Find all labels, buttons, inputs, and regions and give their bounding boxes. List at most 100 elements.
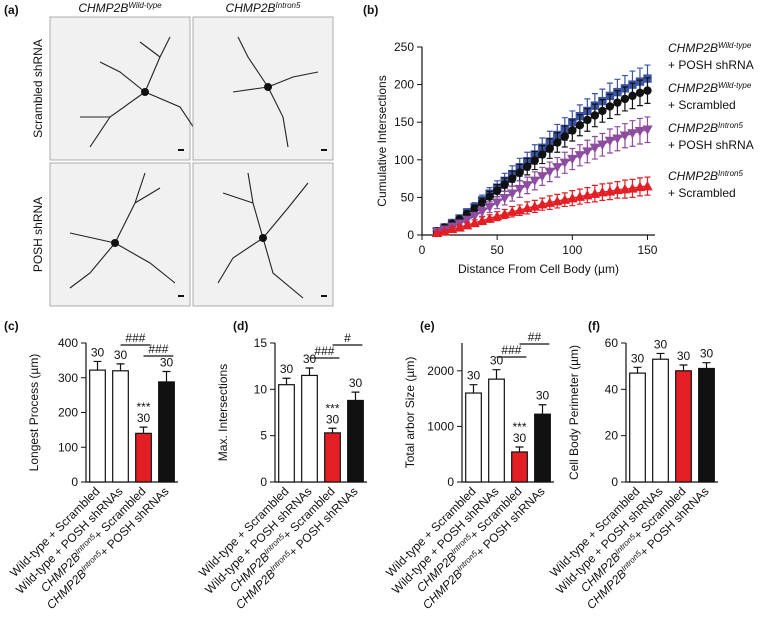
- marker: [553, 138, 562, 147]
- bracket-label: #: [344, 331, 351, 345]
- error-bar: [702, 362, 711, 369]
- error-bar: [351, 391, 360, 401]
- n-label: 30: [700, 347, 714, 361]
- column-header: CHMP2BIntron5: [226, 1, 301, 16]
- marker: [476, 207, 488, 217]
- y-tick-label: 200: [394, 78, 414, 92]
- bar: [324, 432, 341, 483]
- n-label: 30: [137, 411, 151, 425]
- legend-entry: CHMP2BWild-type: [668, 81, 752, 96]
- bar: [534, 413, 551, 483]
- y-tick-label: 0: [71, 475, 78, 489]
- marker: [612, 184, 623, 195]
- text-part: CHMP2B: [668, 121, 718, 135]
- soma: [111, 239, 119, 247]
- error-bar: [656, 352, 665, 360]
- marker: [506, 206, 518, 216]
- text-part: Intron5: [718, 169, 743, 178]
- marker: [522, 181, 533, 191]
- error-bar: [328, 427, 337, 433]
- y-tick-label: 300: [58, 371, 78, 385]
- bar: [135, 432, 152, 483]
- y-tick-label: 0: [407, 228, 414, 242]
- marker: [589, 143, 601, 153]
- legend-entry: + Scrambled: [668, 98, 736, 112]
- marker: [567, 154, 578, 165]
- error-bar: [492, 369, 501, 380]
- y-tick-label: 0: [611, 475, 618, 489]
- legend-entry: CHMP2BIntron5: [668, 121, 743, 136]
- marker: [574, 191, 586, 201]
- marker: [544, 197, 555, 207]
- marker: [538, 150, 547, 159]
- text-part: Wild-type: [718, 81, 752, 90]
- marker: [484, 202, 495, 213]
- marker: [499, 193, 510, 204]
- text-part: Intron5: [718, 121, 743, 130]
- text-part: Intron5: [276, 1, 301, 10]
- marker: [635, 88, 645, 98]
- bar: [89, 369, 106, 483]
- y-tick-label: 100: [394, 153, 414, 167]
- marker: [567, 192, 578, 203]
- image-frame: [49, 162, 191, 307]
- bracket-label: ###: [125, 331, 145, 345]
- soma: [141, 88, 149, 96]
- n-label: 30: [654, 337, 668, 351]
- n-label: 30: [349, 376, 363, 390]
- micrograph: [49, 16, 201, 161]
- text-part: CHMP2B: [78, 1, 128, 15]
- marker: [582, 189, 593, 200]
- marker: [552, 195, 563, 206]
- y-axis-title: Cumulative Intersections: [375, 75, 389, 206]
- error-bar: [93, 360, 102, 371]
- text-part: CHMP2B: [668, 169, 718, 183]
- marker: [431, 227, 443, 237]
- panel-label: (c): [4, 319, 19, 333]
- panel-label: (f): [588, 319, 600, 333]
- bar: [158, 381, 175, 483]
- marker: [507, 174, 517, 183]
- marker: [477, 198, 487, 207]
- y-axis-title: Cell Body Perimeter (µm): [567, 345, 581, 480]
- marker: [470, 204, 479, 213]
- legend-entry: + POSH shRNA: [668, 138, 754, 152]
- text-part: Wild-type: [128, 1, 162, 10]
- marker: [485, 192, 494, 201]
- marker: [628, 91, 637, 101]
- n-label: 30: [631, 351, 645, 365]
- text-part: CHMP2B: [226, 1, 276, 15]
- marker: [515, 168, 524, 177]
- marker: [559, 158, 571, 169]
- bar: [465, 392, 482, 483]
- marker: [634, 181, 646, 192]
- y-tick-label: 200: [58, 406, 78, 420]
- marker: [552, 163, 563, 173]
- y-tick-label: 1000: [427, 419, 454, 433]
- panel-label: (d): [233, 319, 248, 333]
- n-label: 30: [536, 389, 550, 403]
- marker: [582, 147, 593, 157]
- neuron: [232, 36, 319, 148]
- marker: [500, 180, 509, 189]
- text-part: Wild-type: [718, 41, 752, 50]
- marker: [597, 186, 608, 197]
- error-bar: [282, 377, 291, 385]
- x-tick-label: 150: [637, 243, 657, 257]
- row-label: POSH shRNA: [31, 197, 45, 272]
- bar: [698, 367, 715, 483]
- marker: [613, 98, 622, 107]
- marker: [537, 198, 548, 209]
- marker: [642, 180, 653, 191]
- legend-entry: + Scrambled: [668, 186, 736, 200]
- marker: [575, 121, 585, 130]
- legend-entry: + POSH shRNA: [668, 58, 754, 72]
- n-label: 30: [280, 362, 294, 376]
- bar: [347, 399, 364, 483]
- n-label: 30: [513, 431, 527, 445]
- n-label: 30: [91, 345, 105, 359]
- bar: [675, 370, 692, 483]
- marker: [590, 111, 600, 120]
- y-tick-label: 60: [605, 336, 619, 350]
